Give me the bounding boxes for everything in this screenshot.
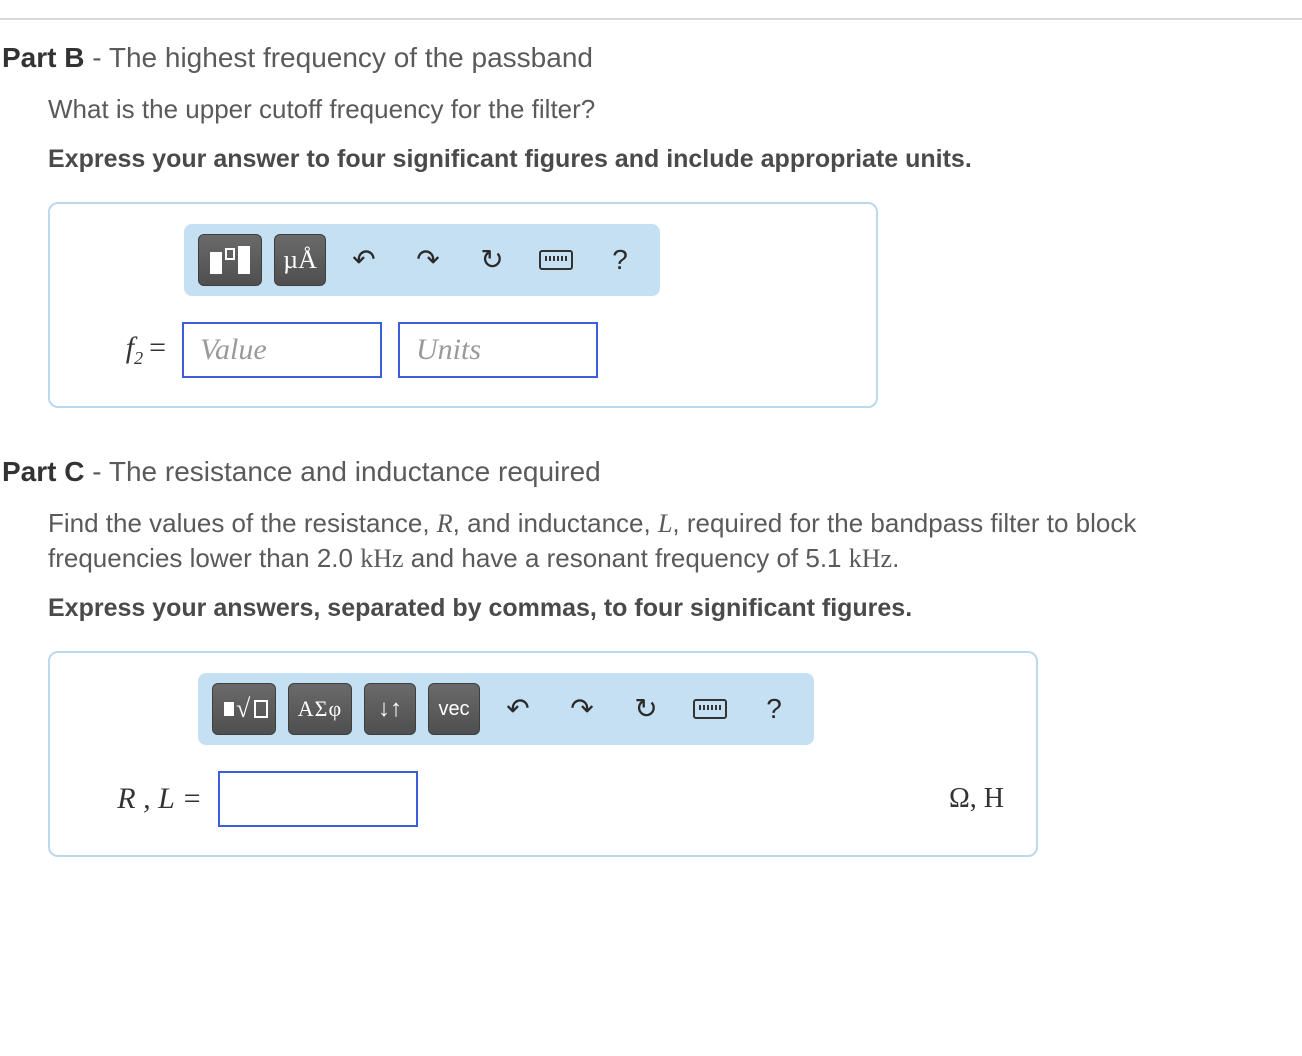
keyboard-icon-c	[693, 699, 727, 719]
units-template-icon	[210, 246, 250, 274]
part-b-separator: -	[84, 42, 108, 73]
part-b-header: Part B - The highest frequency of the pa…	[2, 42, 1302, 74]
vec-button[interactable]: vec	[428, 683, 480, 735]
top-divider	[0, 18, 1302, 20]
part-b-instruction: Express your answer to four significant …	[48, 145, 1148, 174]
redo-button-c[interactable]: ↷	[556, 683, 608, 735]
sym-L: L	[658, 509, 672, 538]
redo-icon: ↷	[416, 246, 439, 274]
q-end: .	[892, 543, 899, 573]
part-c-lhs: R , L =	[74, 782, 202, 816]
part-c-body: Find the values of the resistance, R, an…	[48, 506, 1148, 857]
mu-angstrom-label: µÅ	[283, 245, 317, 275]
f2-symbol: f	[126, 331, 134, 364]
reset-button[interactable]: ↻	[466, 234, 518, 286]
q-mid1: , and inductance,	[453, 508, 658, 538]
reset-icon-c: ↻	[634, 695, 657, 723]
keyboard-button-c[interactable]	[684, 683, 736, 735]
math-template-button[interactable]: √	[212, 683, 276, 735]
part-b-answer-panel: µÅ ↶ ↷ ↻ ?	[48, 202, 878, 408]
part-c-answer-row: R , L = Ω, H	[74, 771, 1012, 827]
help-button-c[interactable]: ?	[748, 683, 800, 735]
reset-button-c[interactable]: ↻	[620, 683, 672, 735]
keyboard-button[interactable]	[530, 234, 582, 286]
help-button[interactable]: ?	[594, 234, 646, 286]
part-b-answer-row: f2 = Value Units	[74, 322, 852, 378]
rl-units: Ω, H	[949, 783, 1012, 815]
part-c-separator: -	[84, 456, 108, 487]
q-mid3: and have a resonant frequency of 5.1	[404, 543, 849, 573]
part-b-body: What is the upper cutoff frequency for t…	[48, 92, 1148, 408]
part-c: Part C - The resistance and inductance r…	[0, 456, 1302, 857]
undo-button-c[interactable]: ↶	[492, 683, 544, 735]
part-b-toolbar: µÅ ↶ ↷ ↻ ?	[184, 224, 660, 296]
redo-icon-c: ↷	[570, 695, 593, 723]
f2-equals: =	[149, 331, 166, 364]
root-template-icon: √	[222, 694, 266, 724]
redo-button[interactable]: ↷	[402, 234, 454, 286]
part-c-answer-panel: √ ΑΣφ ↓↑ vec ↶ ↷	[48, 651, 1038, 857]
reset-icon: ↻	[480, 246, 503, 274]
units-template-button[interactable]	[198, 234, 262, 286]
part-b-label: Part B	[2, 42, 84, 73]
part-c-title: The resistance and inductance required	[109, 456, 601, 487]
greek-symbols-button[interactable]: ΑΣφ	[288, 683, 352, 735]
part-c-toolbar: √ ΑΣφ ↓↑ vec ↶ ↷	[198, 673, 814, 745]
part-c-label: Part C	[2, 456, 84, 487]
page: Part B - The highest frequency of the pa…	[0, 18, 1302, 897]
help-icon: ?	[612, 246, 628, 274]
greek-label: ΑΣφ	[298, 696, 342, 722]
swap-icon: ↓↑	[378, 695, 402, 723]
keyboard-icon	[539, 250, 573, 270]
rl-lhs-text: R , L =	[117, 782, 202, 815]
symbol-mu-angstrom-button[interactable]: µÅ	[274, 234, 326, 286]
part-b: Part B - The highest frequency of the pa…	[0, 42, 1302, 408]
unit-khz-2: kHz	[849, 544, 892, 573]
swap-button[interactable]: ↓↑	[364, 683, 416, 735]
vec-label: vec	[438, 698, 469, 721]
undo-icon-c: ↶	[506, 695, 529, 723]
f2-subscript: 2	[134, 348, 143, 368]
q-pre: Find the values of the resistance,	[48, 508, 437, 538]
unit-khz-1: kHz	[360, 544, 403, 573]
part-c-question: Find the values of the resistance, R, an…	[48, 506, 1148, 576]
part-b-title: The highest frequency of the passband	[109, 42, 593, 73]
part-c-instruction: Express your answers, separated by comma…	[48, 594, 1148, 623]
units-input[interactable]: Units	[398, 322, 598, 378]
undo-button[interactable]: ↶	[338, 234, 390, 286]
rl-input[interactable]	[218, 771, 418, 827]
sym-R: R	[437, 509, 453, 538]
undo-icon: ↶	[352, 246, 375, 274]
part-b-lhs: f2 =	[74, 331, 166, 369]
value-input[interactable]: Value	[182, 322, 382, 378]
part-b-question: What is the upper cutoff frequency for t…	[48, 92, 1148, 127]
help-icon-c: ?	[766, 695, 782, 723]
part-c-header: Part C - The resistance and inductance r…	[2, 456, 1302, 488]
